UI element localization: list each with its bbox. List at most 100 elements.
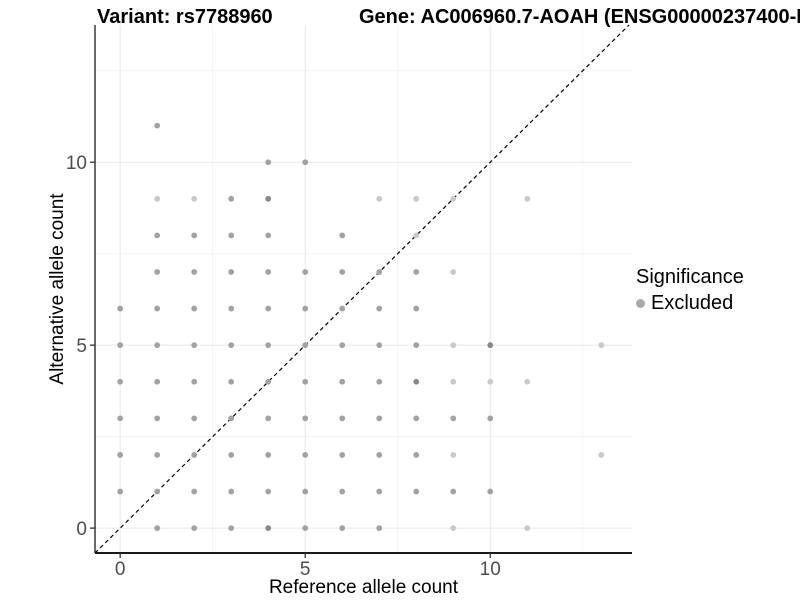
data-point — [228, 342, 235, 349]
data-point — [154, 195, 161, 202]
data-point — [376, 342, 383, 349]
data-point — [265, 159, 272, 166]
data-point — [154, 525, 161, 532]
data-point — [524, 525, 531, 532]
data-point — [302, 159, 309, 166]
data-point — [376, 378, 383, 385]
data-point — [228, 452, 235, 458]
data-point — [302, 305, 309, 312]
data-point — [376, 452, 383, 458]
data-point — [339, 342, 346, 349]
data-point — [339, 378, 346, 385]
data-point — [450, 195, 457, 202]
data-point — [191, 415, 198, 422]
data-point — [117, 305, 124, 312]
x-tick-label: 0 — [115, 559, 126, 580]
data-point — [228, 305, 235, 312]
data-point — [413, 232, 420, 239]
data-point — [154, 122, 161, 129]
data-point — [413, 378, 420, 385]
data-point — [191, 452, 198, 458]
legend-item-label: Excluded — [651, 292, 734, 314]
data-point — [450, 452, 457, 458]
data-point — [265, 305, 272, 312]
data-point — [413, 488, 420, 495]
data-point — [265, 525, 272, 532]
data-point — [302, 342, 309, 349]
data-point — [228, 488, 235, 495]
data-point — [376, 269, 383, 275]
data-point — [339, 305, 346, 312]
data-point — [154, 305, 161, 312]
data-point — [228, 415, 235, 422]
y-tick-label: 10 — [66, 153, 87, 174]
data-point — [339, 525, 346, 532]
y-tick-label: 0 — [76, 519, 87, 540]
data-point — [302, 488, 309, 495]
data-point — [413, 342, 420, 349]
data-point — [487, 415, 494, 422]
data-point — [265, 378, 272, 385]
data-point — [450, 488, 457, 495]
data-point — [265, 415, 272, 422]
data-point — [376, 305, 383, 312]
data-point — [487, 488, 494, 495]
data-point — [487, 378, 494, 385]
data-point — [487, 342, 494, 349]
data-point — [598, 452, 605, 458]
legend-item: Excluded — [636, 292, 744, 315]
data-point — [413, 452, 420, 458]
data-point — [450, 415, 457, 422]
data-point — [154, 415, 161, 422]
data-point — [339, 488, 346, 495]
data-point — [191, 269, 198, 275]
data-point — [413, 305, 420, 312]
data-point — [117, 488, 124, 495]
legend-point-icon — [636, 299, 645, 308]
data-point — [265, 195, 272, 202]
data-point — [228, 378, 235, 385]
data-point — [413, 415, 420, 422]
data-point — [450, 269, 457, 275]
data-point — [413, 269, 420, 275]
x-tick-label: 5 — [300, 559, 311, 580]
data-point — [228, 195, 235, 202]
data-point — [154, 232, 161, 239]
data-point — [302, 269, 309, 275]
data-point — [302, 415, 309, 422]
data-point — [376, 195, 383, 202]
data-point — [339, 415, 346, 422]
data-point — [376, 415, 383, 422]
data-point — [191, 525, 198, 532]
data-point — [191, 305, 198, 312]
x-axis-label: Reference allele count — [268, 577, 459, 598]
data-point — [191, 195, 198, 202]
data-point — [524, 378, 531, 385]
data-point — [228, 232, 235, 239]
data-point — [117, 342, 124, 349]
data-point — [339, 452, 346, 458]
data-point — [265, 342, 272, 349]
data-point — [117, 415, 124, 422]
data-point — [598, 342, 605, 349]
data-point — [265, 232, 272, 239]
data-point — [450, 378, 457, 385]
data-point — [191, 232, 198, 239]
data-point — [302, 452, 309, 458]
y-axis-label: Alternative allele count — [47, 193, 68, 385]
identity-line — [94, 24, 630, 554]
data-point — [265, 488, 272, 495]
data-point — [154, 342, 161, 349]
gene-title: Gene: AC006960.7-AOAH (ENSG00000237400-E — [359, 6, 800, 28]
data-point — [154, 452, 161, 458]
x-tick-label: 10 — [480, 559, 501, 580]
data-point — [117, 452, 124, 458]
data-point — [339, 232, 346, 239]
data-point — [191, 342, 198, 349]
data-point — [191, 488, 198, 495]
data-point — [524, 195, 531, 202]
data-point — [265, 269, 272, 275]
data-point — [228, 525, 235, 532]
data-point — [191, 378, 198, 385]
